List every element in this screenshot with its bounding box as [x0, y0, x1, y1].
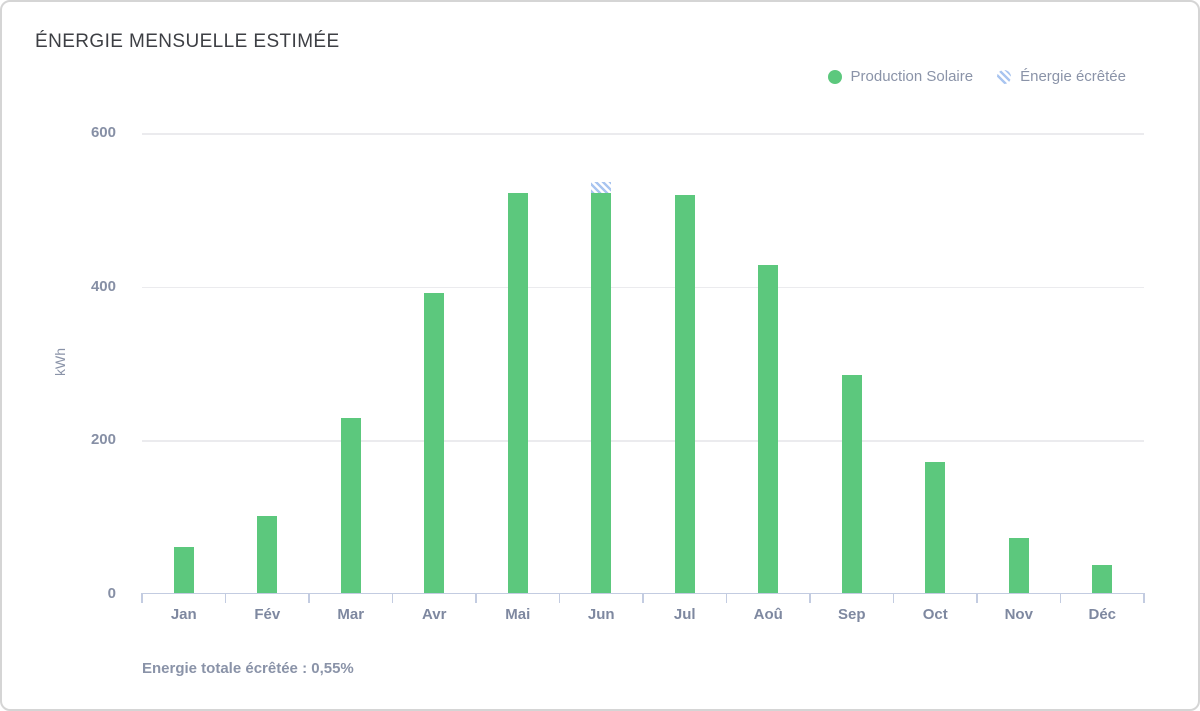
y-tick-label: 0 [107, 585, 116, 602]
x-axis-tick [976, 593, 978, 603]
x-tick-label: Mai [505, 606, 531, 623]
x-axis-tick [809, 593, 811, 603]
bar-clipped-jun[interactable] [591, 181, 612, 194]
x-tick-label: Sep [837, 606, 866, 623]
bar-production-aoû[interactable] [758, 264, 779, 593]
plot-area: Jan Fév Mar Avr Mai Jun Jul Aoû Sep Oct Nov Déc [141, 133, 1145, 623]
bar-production-nov[interactable] [1008, 537, 1029, 593]
legend-label-energie-ecretee: Énergie écrêtée [1020, 68, 1126, 85]
x-tick-label: Déc [1088, 606, 1117, 623]
x-tick-label: Fév [254, 606, 281, 623]
gridline [142, 133, 1144, 135]
x-axis-tick [1059, 593, 1062, 603]
bar-production-sep[interactable] [841, 374, 862, 593]
y-axis-title: kWh [52, 348, 68, 376]
bar-production-avr[interactable] [424, 293, 445, 593]
x-tick-label: Jul [673, 606, 696, 623]
x-axis-tick [475, 593, 477, 603]
legend-item-energie-ecretee[interactable]: Énergie écrêtée [997, 68, 1126, 85]
bar-production-oct[interactable] [925, 461, 946, 593]
bar-production-mai[interactable] [507, 193, 528, 593]
x-axis-tick [642, 593, 644, 603]
x-axis-tick [892, 593, 895, 603]
gridline [142, 286, 1144, 289]
x-axis-tick [1143, 593, 1145, 603]
chart-legend: Production Solaire Énergie écrêtée [827, 68, 1126, 85]
bar-production-mar[interactable] [340, 417, 361, 593]
x-tick-label: Mar [337, 606, 365, 623]
bar-production-jun[interactable] [591, 193, 612, 593]
legend-item-production-solaire[interactable]: Production Solaire [827, 68, 974, 85]
x-axis-tick [725, 593, 728, 603]
x-tick-label: Jun [587, 606, 615, 623]
chart-title: ÉNERGIE MENSUELLE ESTIMÉE [35, 31, 340, 52]
bar-production-déc[interactable] [1092, 564, 1113, 593]
bar-production-jan[interactable] [173, 546, 194, 593]
x-tick-label: Jan [170, 606, 197, 623]
y-tick-label: 600 [90, 124, 116, 141]
x-tick-label: Avr [422, 606, 447, 623]
bar-production-jul[interactable] [674, 195, 695, 593]
y-tick-label: 400 [90, 277, 116, 295]
x-tick-label: Aoû [753, 606, 783, 623]
x-axis-tick [558, 593, 561, 603]
total-clipped-energy-note: Energie totale écrêtée : 0,55% [142, 660, 354, 677]
bar-production-fév[interactable] [257, 516, 278, 593]
legend-label-production-solaire: Production Solaire [850, 68, 974, 85]
y-tick-label: 200 [90, 431, 116, 449]
x-tick-label: Nov [1004, 606, 1033, 623]
x-axis-tick [308, 593, 310, 603]
production-solaire-swatch-icon [827, 69, 842, 84]
gridline [142, 440, 1144, 442]
x-axis-tick [224, 593, 227, 603]
energie-ecretee-swatch-icon [997, 69, 1012, 84]
x-axis-tick [391, 593, 394, 603]
x-axis-tick [141, 593, 143, 603]
x-tick-label: Oct [922, 606, 948, 623]
